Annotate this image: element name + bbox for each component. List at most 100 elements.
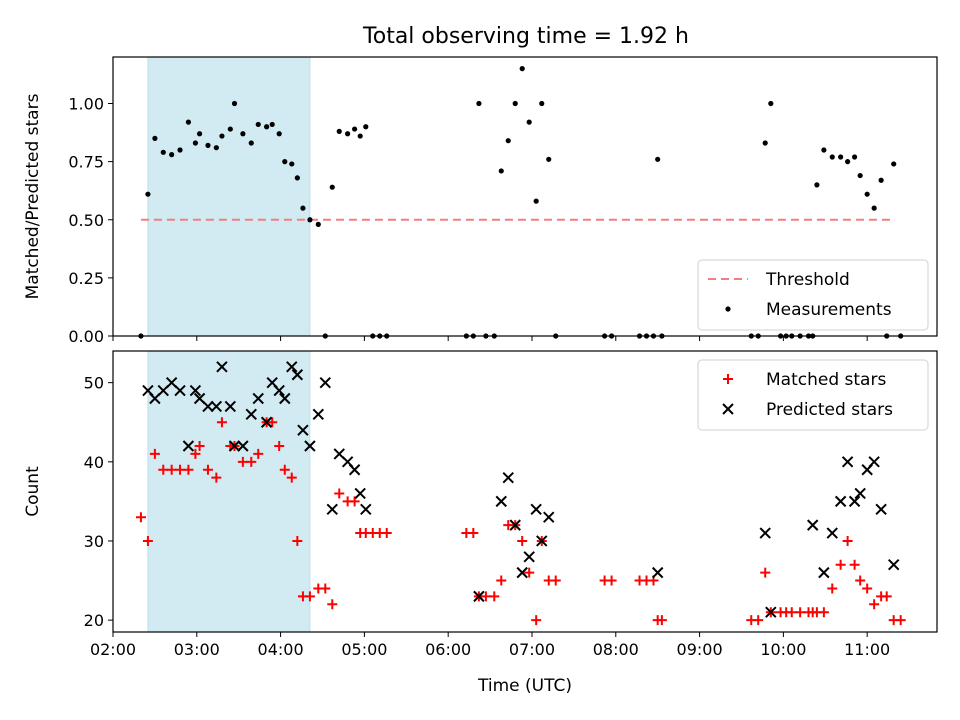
data-point: [210, 400, 223, 413]
data-point: [891, 161, 897, 167]
data-point: [821, 147, 827, 153]
data-point: [145, 191, 151, 197]
data-point: [523, 551, 535, 563]
axes-frame: [112, 350, 938, 633]
data-point: [806, 519, 819, 531]
data-point: [655, 156, 661, 162]
data-point: [656, 615, 667, 626]
data-point: [852, 154, 858, 160]
highlight-span: [147, 350, 311, 633]
y-tick-label: 1.00: [68, 95, 104, 114]
data-point: [862, 583, 873, 594]
data-point: [829, 154, 835, 160]
y-axis-label: Matched/Predicted stars: [23, 93, 43, 299]
data-point: [189, 384, 202, 397]
data-point: [228, 440, 241, 452]
data-point: [509, 519, 521, 531]
data-point: [336, 128, 342, 134]
data-point: [279, 392, 291, 405]
data-point: [248, 140, 254, 146]
data-point: [252, 392, 264, 405]
x-tick-label: 06:00: [425, 640, 471, 659]
data-point: [348, 464, 361, 476]
data-point: [286, 361, 298, 373]
data-point: [363, 124, 369, 130]
x-tick-label: 09:00: [677, 640, 723, 659]
data-point: [651, 566, 664, 579]
data-point: [550, 575, 561, 586]
data-point: [753, 615, 764, 626]
data-point: [857, 172, 863, 179]
legend-box: [697, 259, 929, 331]
data-point: [895, 615, 906, 626]
data-point: [539, 100, 545, 107]
data-point: [765, 606, 777, 618]
data-point: [245, 408, 257, 421]
data-point: [264, 124, 270, 130]
data-point: [536, 535, 548, 547]
data-point: [182, 440, 195, 452]
data-point: [276, 131, 282, 137]
data-point: [838, 154, 844, 160]
data-point: [185, 119, 192, 125]
data-point: [762, 140, 768, 146]
legend-swatch: [725, 306, 731, 312]
data-point: [142, 535, 153, 546]
data-point: [533, 198, 539, 204]
series-predicted-stars: [142, 361, 900, 618]
data-point: [887, 559, 900, 571]
data-point: [192, 140, 198, 146]
legend-label: Measurements: [766, 300, 892, 320]
data-point: [160, 149, 166, 155]
data-point: [279, 464, 290, 475]
y-tick-label: 20: [84, 611, 104, 630]
data-point: [327, 599, 338, 610]
data-point: [211, 472, 222, 483]
data-point: [814, 182, 820, 188]
data-point: [795, 607, 806, 618]
data-point: [334, 488, 345, 499]
data-point: [360, 503, 372, 516]
data-point: [294, 175, 300, 181]
data-point: [871, 205, 877, 211]
data-point: [152, 135, 158, 141]
data-point: [158, 464, 169, 475]
data-point: [231, 100, 238, 107]
data-point: [818, 607, 829, 618]
data-point: [842, 535, 853, 546]
data-point: [194, 440, 205, 451]
data-point: [841, 456, 854, 468]
data-point: [489, 591, 500, 602]
data-point: [329, 184, 335, 190]
x-tick-label: 03:00: [174, 640, 220, 659]
x-tick-label: 08:00: [593, 640, 639, 659]
data-point: [854, 487, 866, 500]
data-point: [849, 559, 860, 570]
data-point: [759, 527, 771, 539]
series-matched-stars: [135, 417, 906, 626]
data-point: [289, 161, 295, 167]
data-point: [304, 591, 315, 602]
data-point: [291, 369, 304, 381]
bottom-panel: 20 30 40 50 02:00 03:00 04:00 05:00 06:00 07:00 08…: [23, 350, 938, 696]
data-point: [246, 456, 257, 467]
data-point: [878, 177, 884, 183]
data-point: [530, 503, 542, 516]
data-point: [868, 456, 880, 468]
data-point: [190, 448, 201, 459]
data-point: [546, 156, 552, 162]
data-point: [304, 440, 316, 452]
y-tick-label: 0.75: [68, 153, 104, 172]
data-point: [495, 495, 507, 508]
legend-swatch: [722, 403, 734, 415]
data-point: [307, 217, 313, 223]
data-point: [517, 535, 528, 546]
legend-label: Matched stars: [766, 370, 886, 390]
data-point: [273, 384, 285, 397]
data-point: [543, 511, 555, 523]
data-point: [381, 528, 392, 539]
data-point: [352, 126, 358, 132]
data-point: [512, 100, 518, 107]
data-point: [524, 567, 535, 578]
